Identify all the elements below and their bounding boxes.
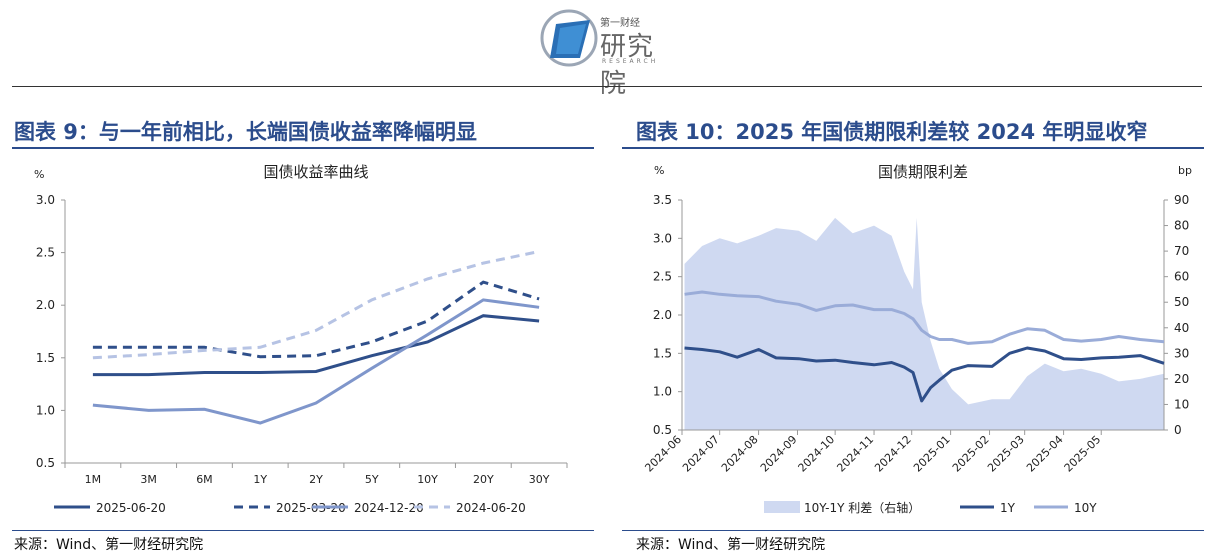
right-chart: 国债期限利差% bp 3.5 3.0 2.5 2.0 1.5 1.0 0.5 90 80 70 60 50…	[642, 163, 1192, 515]
legend-label-10Y-1Y 利差（右轴）: 10Y-1Y 利差（右轴）	[804, 500, 920, 515]
right-source-rule	[622, 530, 1204, 531]
y-tick-label: 3.5	[653, 193, 672, 207]
series-area-spread	[684, 217, 1164, 430]
y-tick-label: 2.0	[36, 298, 55, 312]
legend-label-2025-06-20: 2025-06-20	[96, 501, 166, 515]
y2-tick-label: 0	[1174, 423, 1182, 437]
y-tick-label: 1.5	[653, 346, 672, 360]
x-tick-label: 2025-01	[911, 433, 953, 475]
legend-label-2025-03-20: 2025-03-20	[276, 501, 346, 515]
y-tick-label: 2.0	[653, 308, 672, 322]
x-tick-label: 20Y	[473, 473, 494, 486]
header-divider	[12, 86, 1202, 87]
left-title-rule	[12, 147, 594, 149]
x-tick-label: 3M	[140, 473, 157, 486]
x-tick-label: 6M	[196, 473, 213, 486]
y2-tick-label: 40	[1174, 321, 1189, 335]
right-panel-title: 图表 10：2025 年国债期限利差较 2024 年明显收窄	[636, 120, 1148, 144]
y2-tick-label: 90	[1174, 193, 1189, 207]
x-tick-label: 2025-03	[985, 433, 1027, 475]
y-tick-label: 3.0	[36, 193, 55, 207]
series-line-2024-12-20	[92, 298, 540, 425]
x-tick-label: 1M	[85, 473, 102, 486]
right-title-rule	[622, 147, 1204, 149]
legend-label-2024-12-20: 2024-12-20	[354, 501, 424, 515]
x-tick-label: 2024-09	[758, 433, 800, 475]
x-tick-label: 2Y	[309, 473, 323, 486]
x-tick-label: 2024-11	[834, 433, 876, 475]
y-tick-label: 2.5	[653, 270, 672, 284]
left-source-text: 来源：Wind、第一财经研究院	[14, 537, 204, 553]
series-line-2024-06-20	[92, 250, 540, 360]
y2-tick-label: 80	[1174, 219, 1189, 233]
y-tick-label: 3.0	[653, 231, 672, 245]
legend-label-1Y: 1Y	[1000, 501, 1016, 515]
x-tick-label: 30Y	[529, 473, 550, 486]
series-line-10Y	[684, 290, 1165, 345]
brand-small-text: 第一财经	[600, 18, 640, 29]
left-source-rule	[12, 530, 594, 531]
legend-swatch-spread	[764, 501, 800, 513]
brand-english-text: RESEARCH	[602, 58, 659, 65]
legend-label-10Y: 10Y	[1074, 501, 1097, 515]
y-tick-label: 0.5	[653, 423, 672, 437]
y-axis-unit: %	[34, 168, 44, 181]
y-axis-unit: %	[654, 164, 664, 177]
logo-mark-icon	[540, 9, 598, 67]
y2-tick-label: 30	[1174, 346, 1189, 360]
x-tick-label: 1Y	[253, 473, 267, 486]
x-tick-label: 2024-12	[872, 433, 914, 475]
x-tick-label: 2024-10	[796, 433, 838, 475]
x-tick-label: 2025-02	[950, 433, 992, 475]
right-source-text: 来源：Wind、第一财经研究院	[636, 537, 826, 553]
brand-logo: 第一财经 研究院 RESEARCH	[540, 6, 680, 99]
legend-label-2024-06-20: 2024-06-20	[456, 501, 526, 515]
left-chart: 国债收益率曲线% 3.0 2.5 2.0 1.5 1.0 0.5 1M 3M 6M 1Y 2Y 5Y 10…	[34, 163, 568, 515]
y-tick-label: 1.5	[36, 351, 55, 365]
brand-big-text: 研究院	[600, 32, 655, 99]
y2-tick-label: 10	[1174, 397, 1189, 411]
x-tick-label: 2025-04	[1024, 433, 1066, 475]
x-tick-label: 10Y	[417, 473, 438, 486]
y2-tick-label: 60	[1174, 270, 1189, 284]
series-line-2025-06-20	[92, 314, 540, 377]
chart-title: 国债期限利差	[878, 163, 968, 181]
y-tick-label: 0.5	[36, 456, 55, 470]
left-panel-title: 图表 9：与一年前相比，长端国债收益率降幅明显	[14, 120, 477, 144]
y-tick-label: 2.5	[36, 246, 55, 260]
y2-tick-label: 70	[1174, 244, 1189, 258]
y-tick-label: 1.0	[653, 385, 672, 399]
x-tick-label: 2024-08	[719, 433, 761, 475]
y2-tick-label: 20	[1174, 372, 1189, 386]
y-tick-label: 1.0	[36, 403, 55, 417]
x-tick-label: 2025-05	[1062, 433, 1104, 475]
series-line-1Y	[684, 346, 1165, 403]
x-tick-label: 2024-06	[642, 433, 684, 475]
chart-title: 国债收益率曲线	[263, 163, 368, 181]
y2-axis-unit: bp	[1178, 164, 1192, 177]
y2-tick-label: 50	[1174, 295, 1189, 309]
x-tick-label: 5Y	[365, 473, 379, 486]
x-tick-label: 2024-07	[680, 433, 722, 475]
